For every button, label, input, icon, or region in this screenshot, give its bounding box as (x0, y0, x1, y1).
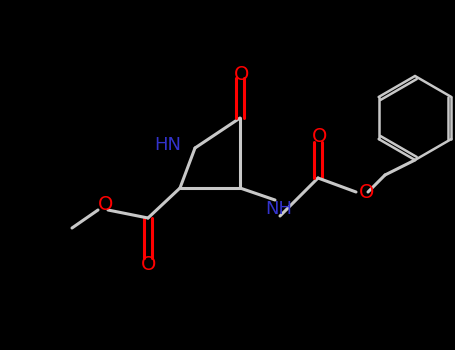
Text: O: O (142, 254, 157, 273)
Text: O: O (234, 64, 250, 84)
Text: O: O (98, 196, 114, 215)
Text: O: O (359, 183, 374, 203)
Text: NH: NH (266, 200, 293, 218)
Text: HN: HN (154, 136, 181, 154)
Text: O: O (312, 127, 328, 147)
